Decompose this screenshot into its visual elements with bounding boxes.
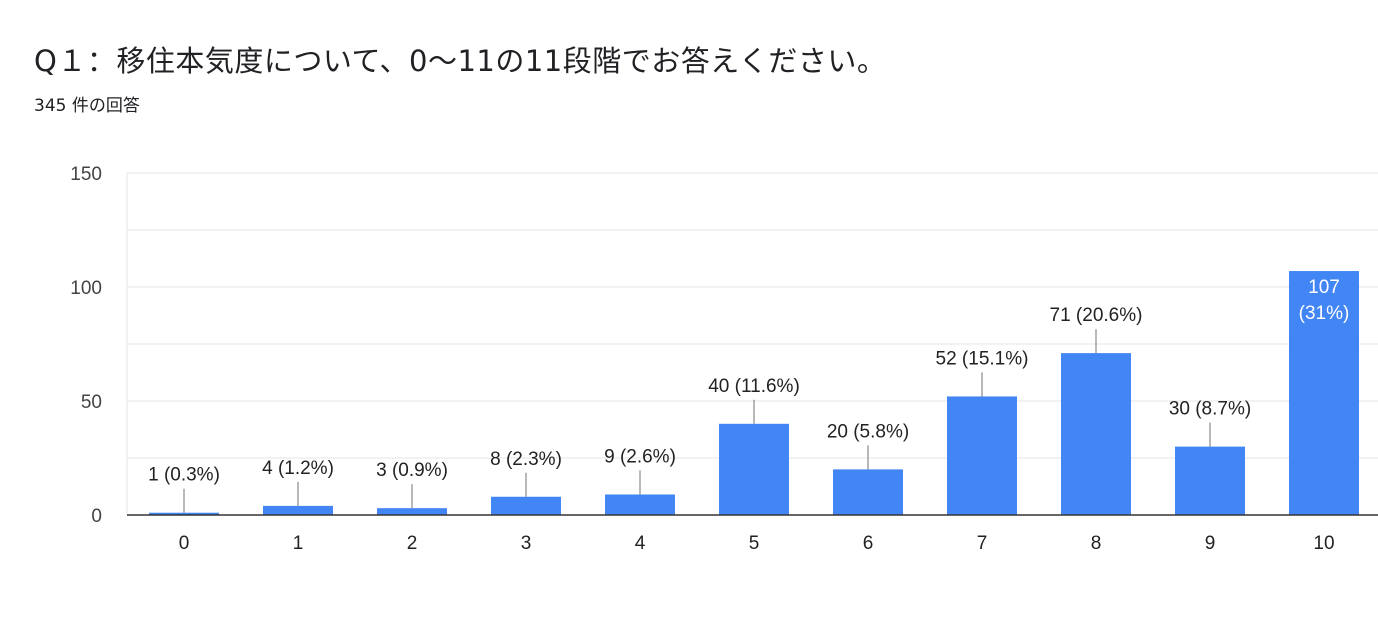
y-tick-label: 0 <box>91 506 102 527</box>
data-label: 1 (0.3%) <box>148 465 220 486</box>
y-tick-label: 50 <box>81 392 102 413</box>
x-tick-label: 4 <box>635 533 646 554</box>
x-tick-label: 10 <box>1313 533 1334 554</box>
data-label: 107 <box>1308 277 1340 298</box>
bar[interactable] <box>947 396 1017 515</box>
bars <box>149 271 1359 515</box>
y-tick-label: 100 <box>70 278 102 299</box>
data-label: 40 (11.6%) <box>708 376 800 397</box>
y-axis-ticks: 0 50 100 150 <box>70 164 102 527</box>
data-label: (31%) <box>1299 303 1350 324</box>
response-count: 345 件の回答 <box>34 96 140 116</box>
x-tick-label: 9 <box>1205 533 1216 554</box>
data-labels: 1 (0.3%) 4 (1.2%) 3 (0.9%) 8 (2.3%) 9 (2.6%)… <box>148 277 1349 513</box>
data-label: 30 (8.7%) <box>1169 399 1251 420</box>
data-label: 4 (1.2%) <box>262 458 334 479</box>
bar[interactable] <box>1289 271 1359 515</box>
x-tick-label: 7 <box>977 533 988 554</box>
bar[interactable] <box>1175 446 1245 515</box>
bar[interactable] <box>149 512 219 515</box>
x-tick-label: 0 <box>179 533 190 554</box>
x-tick-label: 5 <box>749 533 760 554</box>
data-label: 52 (15.1%) <box>936 348 1029 369</box>
data-label: 71 (20.6%) <box>1050 305 1143 326</box>
x-tick-label: 6 <box>863 533 874 554</box>
bar[interactable] <box>719 423 789 515</box>
data-label: 20 (5.8%) <box>827 421 909 442</box>
bar[interactable] <box>263 505 333 515</box>
bar[interactable] <box>491 496 561 515</box>
question-title: Q１：移住本気度について、0〜11の11段階でお答えください。 <box>34 44 887 78</box>
x-tick-label: 2 <box>407 533 418 554</box>
data-label: 8 (2.3%) <box>490 449 562 470</box>
bar[interactable] <box>605 494 675 515</box>
data-label: 3 (0.9%) <box>376 460 448 481</box>
x-axis-ticks: 0 1 2 3 4 5 6 7 8 9 10 <box>127 514 1378 554</box>
x-tick-label: 8 <box>1091 533 1102 554</box>
bar[interactable] <box>1061 353 1131 515</box>
x-tick-label: 1 <box>293 533 304 554</box>
bar[interactable] <box>833 469 903 515</box>
x-tick-label: 3 <box>521 533 532 554</box>
data-label: 9 (2.6%) <box>604 446 676 467</box>
y-tick-label: 150 <box>70 164 102 185</box>
bar[interactable] <box>377 508 447 515</box>
